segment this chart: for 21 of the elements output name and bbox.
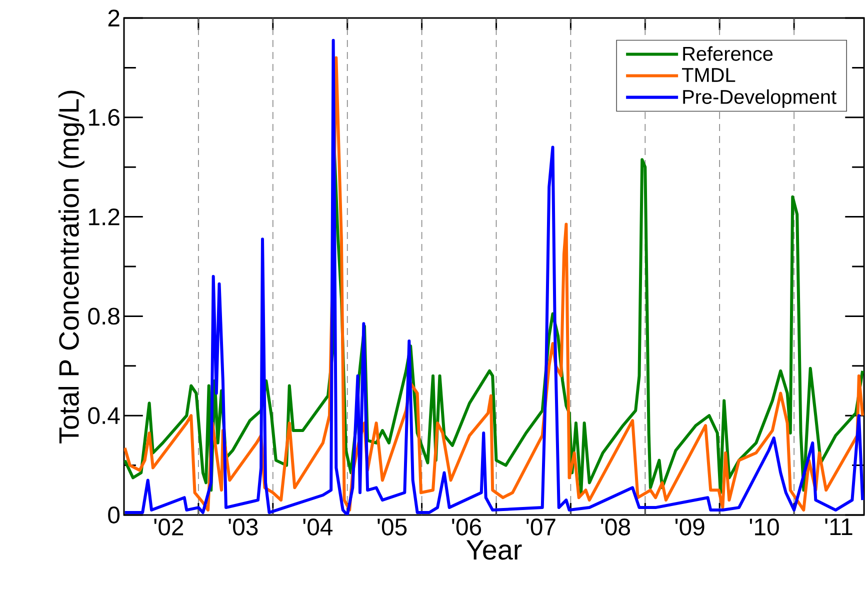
x-tick-label: '11 (825, 518, 852, 535)
x-tick-label: '05 (378, 518, 407, 536)
y-tick-label: 0.8 (88, 308, 120, 325)
y-axis-title: Total P Concentration (mg/L) (58, 90, 84, 444)
legend-label: TMDL (682, 68, 736, 82)
y-tick-label: 0.4 (88, 407, 120, 424)
x-tick-label: '07 (526, 518, 556, 536)
x-tick-label: '03 (228, 518, 258, 536)
x-tick-label: '10 (750, 518, 779, 536)
legend-label: Reference (683, 46, 773, 61)
y-tick-label: 1.6 (89, 108, 120, 126)
y-tick-label: 1.2 (89, 208, 120, 226)
x-tick-label: '02 (154, 518, 184, 536)
x-tick-label: '06 (452, 518, 481, 536)
x-tick-label: '08 (601, 518, 630, 536)
x-axis-title: Year (466, 540, 522, 560)
y-tick-label: 2 (108, 10, 120, 26)
x-tick-label: '09 (675, 518, 704, 536)
y-tick-label: 0 (108, 506, 120, 524)
x-tick-label: '04 (303, 518, 333, 536)
legend-label: Pre-Development (683, 89, 836, 108)
